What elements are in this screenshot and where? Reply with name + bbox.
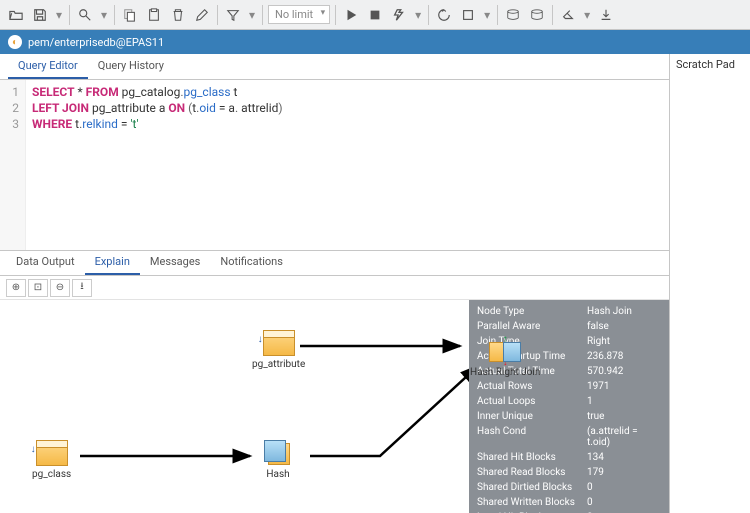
nodeinfo-row: Inner Uniquetrue xyxy=(469,409,669,424)
output-tabs: Data Output Explain Messages Notificatio… xyxy=(0,250,669,276)
explain-dropdown-icon[interactable]: ▾ xyxy=(411,8,425,22)
tx-dropdown-icon[interactable]: ▾ xyxy=(480,8,494,22)
filter-icon[interactable] xyxy=(221,4,245,26)
nodeinfo-row: Shared Read Blocks179 xyxy=(469,465,669,480)
scratch-pad[interactable]: Scratch Pad xyxy=(670,54,750,513)
plan-node-pg_attribute[interactable]: ↓pg_attribute xyxy=(252,330,305,370)
nodeinfo-row: Node TypeHash Join xyxy=(469,304,669,319)
zoom-in-icon[interactable]: ⊕ xyxy=(6,279,26,297)
save-icon[interactable] xyxy=(28,4,52,26)
plan-node-pg_class[interactable]: ↓pg_class xyxy=(32,440,71,480)
filter-dropdown-icon[interactable]: ▾ xyxy=(245,8,259,22)
delete-icon[interactable] xyxy=(166,4,190,26)
nodeinfo-row: Parallel Awarefalse xyxy=(469,319,669,334)
connection-path: pem/enterprisedb@EPAS11 xyxy=(28,36,164,49)
download-plan-icon[interactable]: ⭳ xyxy=(72,279,92,297)
code-editor[interactable]: 123 SELECT * FROM pg_catalog.pg_class tL… xyxy=(0,80,669,250)
download-icon[interactable] xyxy=(594,4,618,26)
tab-query-history[interactable]: Query History xyxy=(88,54,174,79)
open-icon[interactable] xyxy=(4,4,28,26)
nodeinfo-row: Actual Rows1971 xyxy=(469,379,669,394)
scratch-pad-title: Scratch Pad xyxy=(676,58,735,71)
stop-icon[interactable] xyxy=(363,4,387,26)
rollback-icon[interactable] xyxy=(456,4,480,26)
macro2-icon[interactable] xyxy=(525,4,549,26)
plan-node-hash[interactable]: Hash xyxy=(262,440,294,480)
nodeinfo-row: Shared Written Blocks0 xyxy=(469,495,669,510)
tab-data-output[interactable]: Data Output xyxy=(6,250,85,275)
plan-node-hrj[interactable]: ↑↓Hash Right Join xyxy=(470,338,540,378)
connection-status-icon: ◐ xyxy=(8,35,22,49)
editor-tabs: Query Editor Query History xyxy=(0,54,669,80)
save-dropdown-icon[interactable]: ▾ xyxy=(52,8,66,22)
macro1-icon[interactable] xyxy=(501,4,525,26)
nodeinfo-row: Hash Cond(a.attrelid = t.oid) xyxy=(469,424,669,450)
tab-query-editor[interactable]: Query Editor xyxy=(8,54,88,79)
node-info-panel: Node TypeHash JoinParallel AwarefalseJoi… xyxy=(469,300,669,513)
tab-explain[interactable]: Explain xyxy=(85,250,140,275)
copy-icon[interactable] xyxy=(118,4,142,26)
paste-icon[interactable] xyxy=(142,4,166,26)
nodeinfo-row: Shared Hit Blocks134 xyxy=(469,450,669,465)
search-icon[interactable] xyxy=(73,4,97,26)
clear-dropdown-icon[interactable]: ▾ xyxy=(580,8,594,22)
tab-messages[interactable]: Messages xyxy=(140,250,210,275)
commit-icon[interactable] xyxy=(432,4,456,26)
execute-icon[interactable] xyxy=(339,4,363,26)
edit-icon[interactable] xyxy=(190,4,214,26)
zoom-out-icon[interactable]: ⊖ xyxy=(50,279,70,297)
explain-toolbar: ⊕ ⊡ ⊖ ⭳ xyxy=(0,276,669,300)
connection-bar: ◐ pem/enterprisedb@EPAS11 xyxy=(0,30,750,54)
zoom-fit-icon[interactable]: ⊡ xyxy=(28,279,48,297)
search-dropdown-icon[interactable]: ▾ xyxy=(97,8,111,22)
tab-notifications[interactable]: Notifications xyxy=(210,250,293,275)
explain-icon[interactable] xyxy=(387,4,411,26)
nodeinfo-row: Shared Dirtied Blocks0 xyxy=(469,480,669,495)
limit-select[interactable]: No limit xyxy=(268,5,330,24)
clear-icon[interactable] xyxy=(556,4,580,26)
nodeinfo-row: Actual Loops1 xyxy=(469,394,669,409)
explain-canvas[interactable]: Node TypeHash JoinParallel AwarefalseJoi… xyxy=(0,300,669,513)
main-toolbar: ▾ ▾ ▾ No limit ▾ ▾ ▾ xyxy=(0,0,750,30)
